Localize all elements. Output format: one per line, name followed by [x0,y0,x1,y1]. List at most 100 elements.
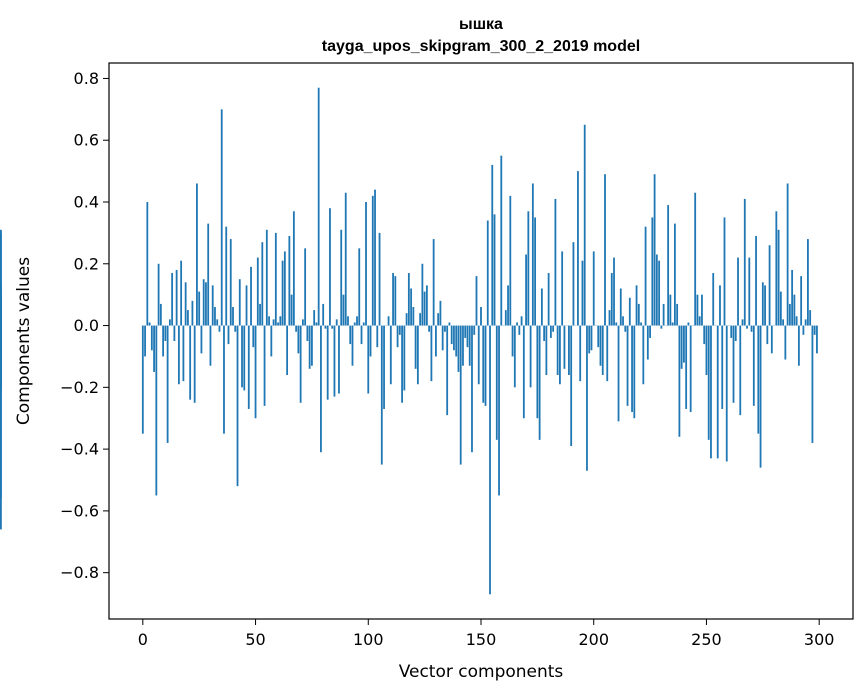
bar-129 [432,239,435,326]
bar-159 [500,155,503,326]
bar-41 [234,325,237,332]
bar-19 [184,282,187,326]
bar-292 [800,276,803,326]
bar-120 [412,307,415,326]
bar-122 [416,325,419,385]
bar-140 [457,325,460,372]
bar-85 [333,325,336,397]
bar-282 [777,229,780,326]
bar-46 [245,285,248,326]
bar-203 [599,325,602,366]
y-tick-label-3: −0.2 [60,378,99,397]
bar-6 [155,325,158,496]
bar-278 [768,245,771,326]
bar-51 [256,257,259,326]
bar-61 [279,316,282,326]
bar-60 [277,322,279,326]
bar-82 [326,325,329,400]
bar-105 [378,232,381,326]
bar-253 [712,273,715,326]
bar-14 [173,325,176,341]
bar-11 [166,325,169,443]
bar-182 [552,325,555,332]
bar-7 [157,263,160,326]
bar-299 [816,325,818,354]
bar-101 [369,325,372,357]
bar-121 [414,325,417,369]
bar-84 [331,325,334,329]
bar-8 [159,303,162,326]
bar-70 [299,325,302,403]
bar-231 [662,303,665,326]
bar-78 [317,87,320,326]
bar-48 [250,266,252,326]
bar-243 [689,325,692,413]
bar-286 [786,183,789,326]
y-tick-label-8: 0.8 [74,69,99,88]
bar-151 [482,325,485,403]
bar-93 [351,325,354,366]
bar-193 [577,171,579,326]
bar-107 [383,325,385,409]
bar-255 [716,325,719,459]
bar-212 [619,288,622,326]
bar-45 [243,325,246,391]
bar-153 [486,220,489,326]
bar-150 [480,307,482,326]
bar-239 [680,325,683,369]
bar-194 [579,325,582,382]
bar-220 [637,303,640,326]
bar-240 [683,325,685,363]
bar-123 [419,313,422,326]
bar-113 [396,325,399,348]
y-tick-label-6: 0.4 [74,193,99,212]
bar-5 [153,325,155,372]
x-axis-label: Vector components [399,662,564,682]
bar-213 [622,316,624,326]
bar-214 [624,325,627,332]
bar-97 [360,325,363,345]
bar-44 [241,325,243,388]
bar-230 [660,325,663,329]
bar-279 [770,325,773,354]
x-tick-label-0: 0 [138,630,148,649]
bar-66 [290,294,293,326]
bar-184 [556,325,559,375]
bar-207 [608,310,611,326]
bar-124 [421,263,424,326]
bar-67 [292,211,295,326]
y-tick-label-4: 0.0 [74,316,99,335]
bar-103 [374,189,376,326]
bar-247 [698,316,701,326]
bar-74 [308,325,311,369]
bar-268 [746,325,748,329]
bar-12 [168,319,171,326]
bar-106 [380,325,383,465]
bar-116 [403,325,406,391]
bar-163 [509,195,512,326]
bar-218 [633,325,636,419]
bar-76 [313,310,316,326]
bar-208 [610,273,613,326]
bar-274 [759,325,762,468]
y-axis-ticks: −0.8 −0.6 −0.4 −0.2 0.0 0.2 0.4 0.6 0.8 [60,69,109,582]
bar-27 [202,279,205,326]
bar-196 [583,124,586,326]
bar-75 [311,325,313,366]
bar-157 [495,325,498,440]
bar-32 [214,307,216,326]
bar-155 [491,164,494,326]
bar-264 [737,257,739,326]
bar-2 [146,202,149,326]
bar-271 [752,325,755,406]
bar-125 [423,291,426,326]
bar-224 [646,325,649,360]
bar-267 [743,198,746,326]
bar-149 [477,325,480,385]
bar-262 [732,325,735,403]
bar-134 [444,325,446,332]
bar-206 [606,325,609,382]
x-tick-label-2: 100 [353,630,384,649]
